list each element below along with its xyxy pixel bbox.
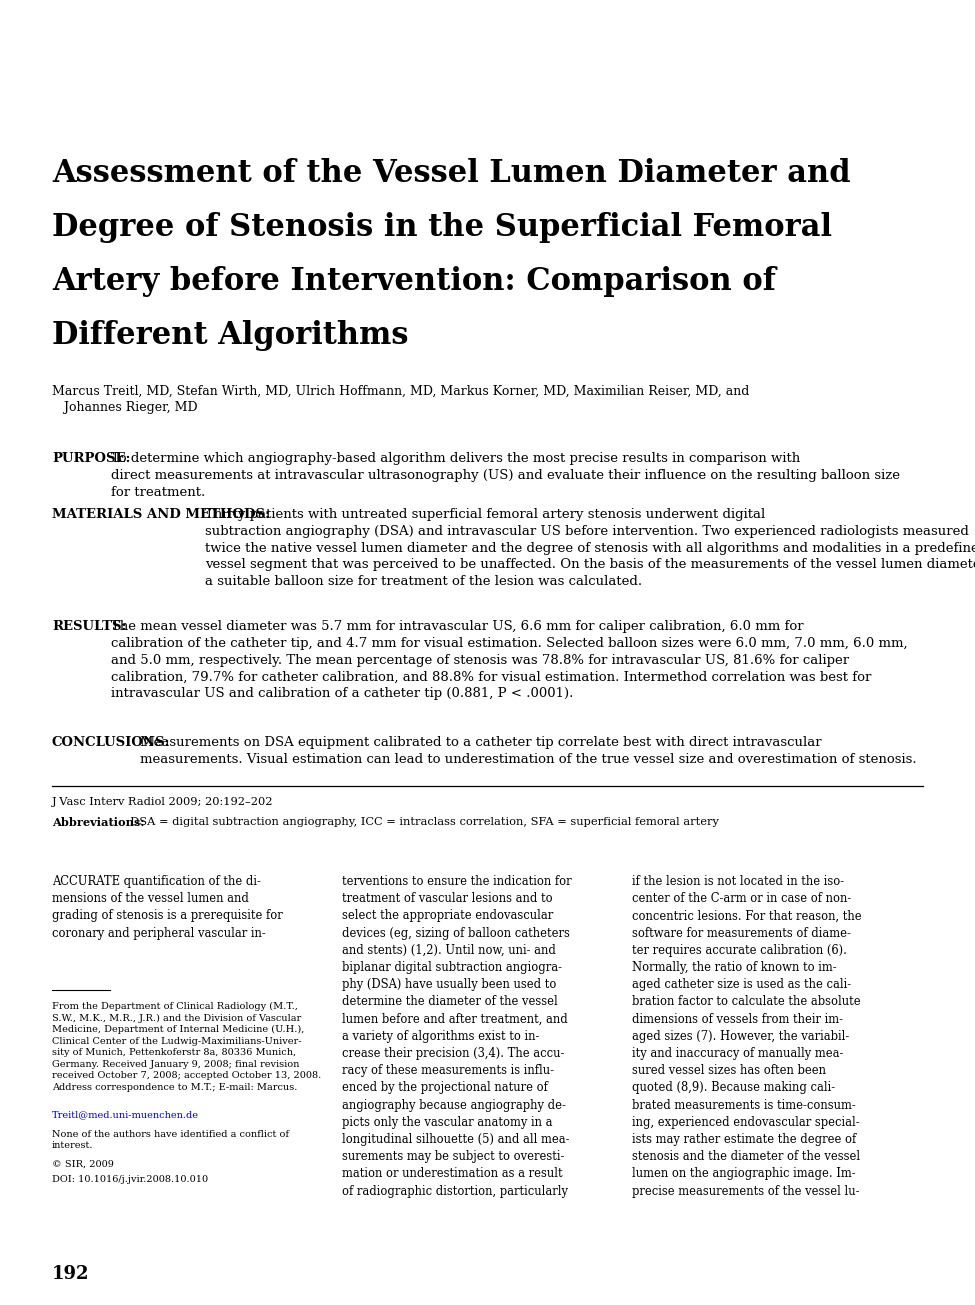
Text: Different Algorithms: Different Algorithms <box>52 320 409 351</box>
Text: ACCURATE quantification of the di-
mensions of the vessel lumen and
grading of s: ACCURATE quantification of the di- mensi… <box>52 874 283 940</box>
Text: Measurements on DSA equipment calibrated to a catheter tip correlate best with d: Measurements on DSA equipment calibrated… <box>140 736 916 766</box>
Text: DOI: 10.1016/j.jvir.2008.10.010: DOI: 10.1016/j.jvir.2008.10.010 <box>52 1174 208 1184</box>
Text: terventions to ensure the indication for
treatment of vascular lesions and to
se: terventions to ensure the indication for… <box>342 874 571 1198</box>
Text: CONCLUSIONS:: CONCLUSIONS: <box>52 736 171 749</box>
Text: Abbreviations:: Abbreviations: <box>52 817 144 827</box>
Text: PURPOSE:: PURPOSE: <box>52 452 131 465</box>
Text: None of the authors have identified a conflict of
interest.: None of the authors have identified a co… <box>52 1130 289 1151</box>
Text: Thirty patients with untreated superficial femoral artery stenosis underwent dig: Thirty patients with untreated superfici… <box>205 508 975 589</box>
Text: Treitl@med.uni-muenchen.de: Treitl@med.uni-muenchen.de <box>52 1111 199 1118</box>
Text: DSA = digital subtraction angiography, ICC = intraclass correlation, SFA = super: DSA = digital subtraction angiography, I… <box>123 817 719 827</box>
Text: Artery before Intervention: Comparison of: Artery before Intervention: Comparison o… <box>52 266 776 298</box>
Text: MATERIALS AND METHODS:: MATERIALS AND METHODS: <box>52 508 270 521</box>
Text: 192: 192 <box>52 1265 90 1283</box>
Text: From the Department of Clinical Radiology (M.T.,
S.W., M.K., M.R., J.R.) and the: From the Department of Clinical Radiolog… <box>52 1002 321 1091</box>
Text: if the lesion is not located in the iso-
center of the C-arm or in case of non-
: if the lesion is not located in the iso-… <box>632 874 862 1198</box>
Text: To determine which angiography-based algorithm delivers the most precise results: To determine which angiography-based alg… <box>111 452 900 499</box>
Text: © SIR, 2009: © SIR, 2009 <box>52 1160 114 1169</box>
Text: Marcus Treitl, MD, Stefan Wirth, MD, Ulrich Hoffmann, MD, Markus Korner, MD, Max: Marcus Treitl, MD, Stefan Wirth, MD, Ulr… <box>52 385 750 398</box>
Text: J Vasc Interv Radiol 2009; 20:192–202: J Vasc Interv Radiol 2009; 20:192–202 <box>52 797 274 806</box>
Text: The mean vessel diameter was 5.7 mm for intravascular US, 6.6 mm for caliper cal: The mean vessel diameter was 5.7 mm for … <box>111 620 908 701</box>
Text: Degree of Stenosis in the Superficial Femoral: Degree of Stenosis in the Superficial Fe… <box>52 211 832 243</box>
Text: RESULTS:: RESULTS: <box>52 620 127 633</box>
Text: Assessment of the Vessel Lumen Diameter and: Assessment of the Vessel Lumen Diameter … <box>52 158 850 189</box>
Text: Johannes Rieger, MD: Johannes Rieger, MD <box>52 401 198 414</box>
